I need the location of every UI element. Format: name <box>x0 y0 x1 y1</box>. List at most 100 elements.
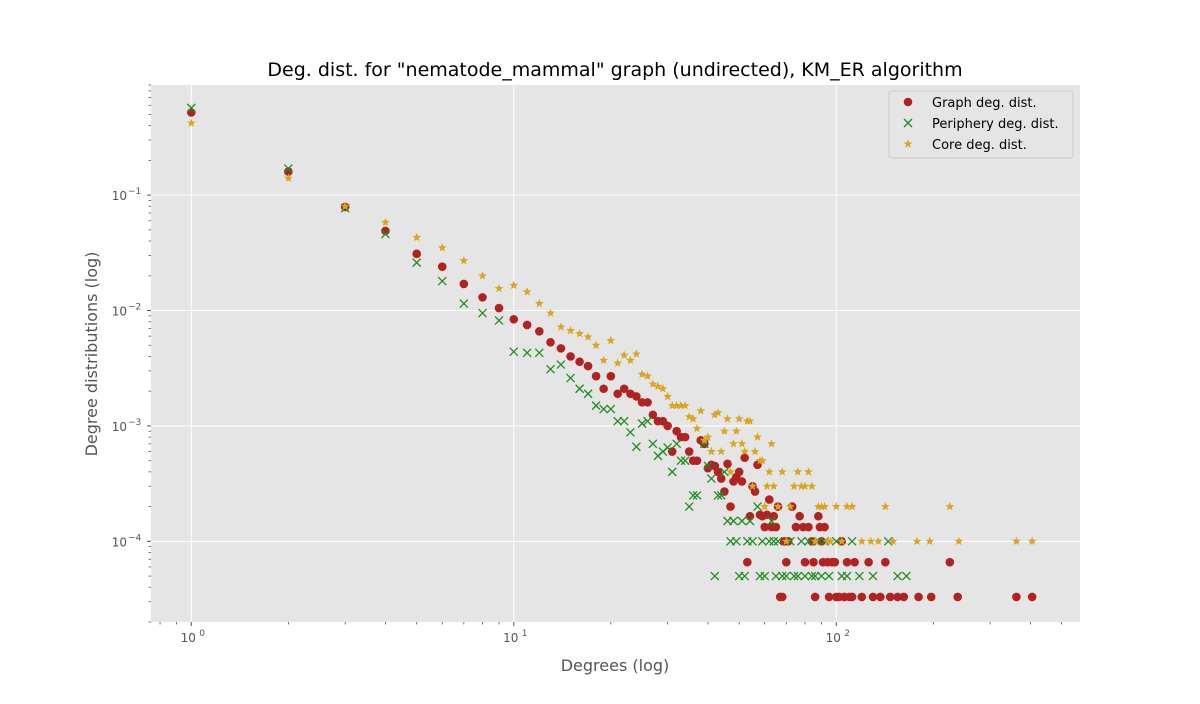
graph-point <box>599 384 608 394</box>
graph-point <box>684 447 694 456</box>
periphery-point <box>599 404 609 414</box>
core-point <box>781 536 791 546</box>
core-point <box>731 426 741 435</box>
graph-point <box>459 279 469 289</box>
graph-point <box>284 167 293 176</box>
periphery-point <box>716 490 726 500</box>
core-point <box>769 481 779 490</box>
core-point <box>837 536 847 546</box>
core-point <box>599 355 609 365</box>
core-point <box>880 502 890 511</box>
core-point <box>566 326 575 335</box>
graph-point <box>619 384 629 394</box>
core-point <box>713 408 723 417</box>
x-axis-ticks: 10 0 10 1 10 2 <box>181 622 850 645</box>
y-axis-title: Degree distributions (log) <box>82 252 101 457</box>
minor-ticks <box>148 84 1063 625</box>
periphery-point <box>771 571 781 581</box>
core-point <box>757 456 767 465</box>
periphery-point <box>522 348 532 358</box>
graph-point <box>186 108 196 117</box>
core-point <box>632 349 641 358</box>
periphery-point <box>817 571 826 581</box>
graph-point <box>842 557 852 567</box>
core-point <box>658 384 668 393</box>
y-tick-exponent: −1 <box>128 187 141 197</box>
periphery-point <box>706 474 716 484</box>
periphery-point <box>796 536 806 546</box>
core-point <box>684 412 694 421</box>
periphery-point <box>637 419 647 428</box>
core-point <box>777 467 787 476</box>
core-point <box>789 481 799 490</box>
periphery-point <box>676 456 686 466</box>
graph-point <box>723 459 732 469</box>
graph-point <box>926 592 936 602</box>
graph-point <box>734 467 744 477</box>
graph-point <box>914 592 923 602</box>
periphery-point <box>631 442 641 452</box>
graph-point <box>535 327 544 336</box>
graph-point <box>809 557 818 567</box>
core-point <box>1012 536 1021 546</box>
periphery-point <box>667 467 677 477</box>
periphery-point <box>893 571 903 581</box>
core-point <box>703 432 713 441</box>
periphery-point <box>719 467 729 477</box>
core-point <box>866 536 876 546</box>
core-point <box>912 536 922 546</box>
periphery-point <box>713 490 723 500</box>
core-point <box>575 329 584 338</box>
core-point <box>842 502 852 511</box>
periphery-point <box>777 571 787 581</box>
core-point <box>888 536 898 546</box>
graph-point <box>643 398 652 407</box>
graph-point <box>606 371 616 381</box>
graph-point <box>876 592 885 602</box>
core-point <box>767 439 776 448</box>
core-point <box>522 287 532 296</box>
core-point <box>591 340 601 349</box>
periphery-point <box>789 571 799 581</box>
periphery-point <box>648 439 658 449</box>
x-tick-exponent: 2 <box>844 629 850 639</box>
graph-point <box>575 357 584 367</box>
x-tick-label: 10 <box>826 631 841 645</box>
graph-point <box>750 487 760 496</box>
periphery-point <box>773 536 783 546</box>
core-point <box>716 446 726 456</box>
periphery-point <box>842 571 852 581</box>
graph-point <box>726 502 735 511</box>
core-point <box>653 381 663 391</box>
y-tick-exponent: −2 <box>128 303 141 313</box>
graph-point <box>522 320 532 330</box>
chart-title: Deg. dist. for "nematode_mammal" graph (… <box>267 59 962 81</box>
periphery-point <box>591 401 601 411</box>
graph-point <box>864 557 873 567</box>
core-point <box>283 173 293 182</box>
graph-point <box>795 511 804 521</box>
core-point <box>437 243 447 252</box>
graph-point <box>814 511 823 521</box>
periphery-point <box>566 373 576 383</box>
graph-point <box>791 522 801 532</box>
graph-point <box>583 361 593 371</box>
y-tick-label: 10 <box>112 420 127 434</box>
core-point <box>729 439 738 448</box>
periphery-point <box>737 516 747 526</box>
graph-point <box>716 474 726 483</box>
core-point <box>583 332 593 341</box>
core-point <box>873 536 883 546</box>
core-point <box>954 536 964 546</box>
periphery-point <box>781 571 791 581</box>
graph-point <box>868 592 878 602</box>
graph-point <box>494 303 504 313</box>
periphery-point <box>854 571 864 581</box>
core-point <box>826 536 835 546</box>
periphery-point <box>494 316 504 325</box>
periphery-point <box>556 360 566 370</box>
y-tick-exponent: −3 <box>128 418 141 428</box>
periphery-point <box>868 571 878 581</box>
legend-label-periphery: Periphery deg. dist. <box>932 117 1059 132</box>
